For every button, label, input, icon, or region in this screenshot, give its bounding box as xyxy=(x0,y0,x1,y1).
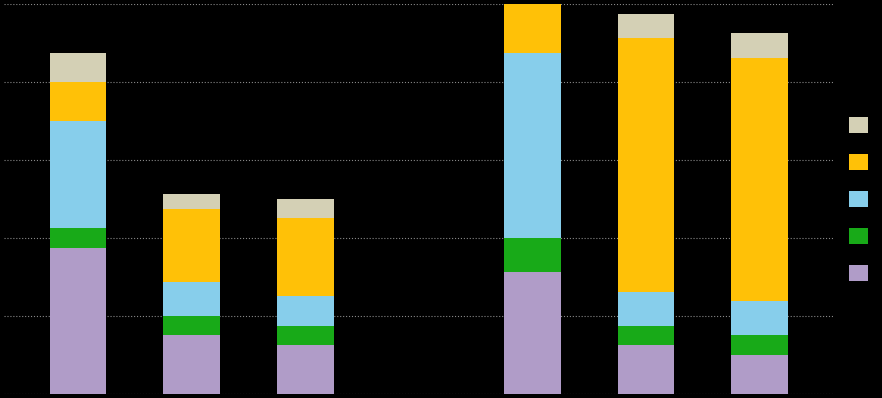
Bar xyxy=(163,336,220,394)
Bar xyxy=(49,53,107,82)
Bar xyxy=(277,297,333,326)
Bar xyxy=(617,38,675,292)
Bar xyxy=(49,82,107,121)
Bar xyxy=(49,121,107,228)
Bar xyxy=(617,345,675,394)
Bar xyxy=(277,199,333,219)
Bar xyxy=(731,33,788,58)
Bar xyxy=(731,355,788,394)
Bar xyxy=(277,345,333,394)
Bar xyxy=(163,209,220,282)
Bar xyxy=(163,316,220,336)
Bar xyxy=(277,219,333,297)
Bar xyxy=(49,228,107,248)
Bar xyxy=(504,238,561,272)
Bar xyxy=(49,248,107,394)
Bar xyxy=(731,301,788,336)
Bar xyxy=(617,292,675,326)
Bar xyxy=(731,336,788,355)
Bar xyxy=(731,58,788,301)
Legend: , , , , : , , , , xyxy=(848,117,879,281)
Bar xyxy=(163,282,220,316)
Bar xyxy=(504,0,561,53)
Bar xyxy=(504,53,561,238)
Bar xyxy=(617,14,675,38)
Bar xyxy=(277,326,333,345)
Bar xyxy=(163,194,220,209)
Bar xyxy=(617,326,675,345)
Bar xyxy=(504,272,561,394)
